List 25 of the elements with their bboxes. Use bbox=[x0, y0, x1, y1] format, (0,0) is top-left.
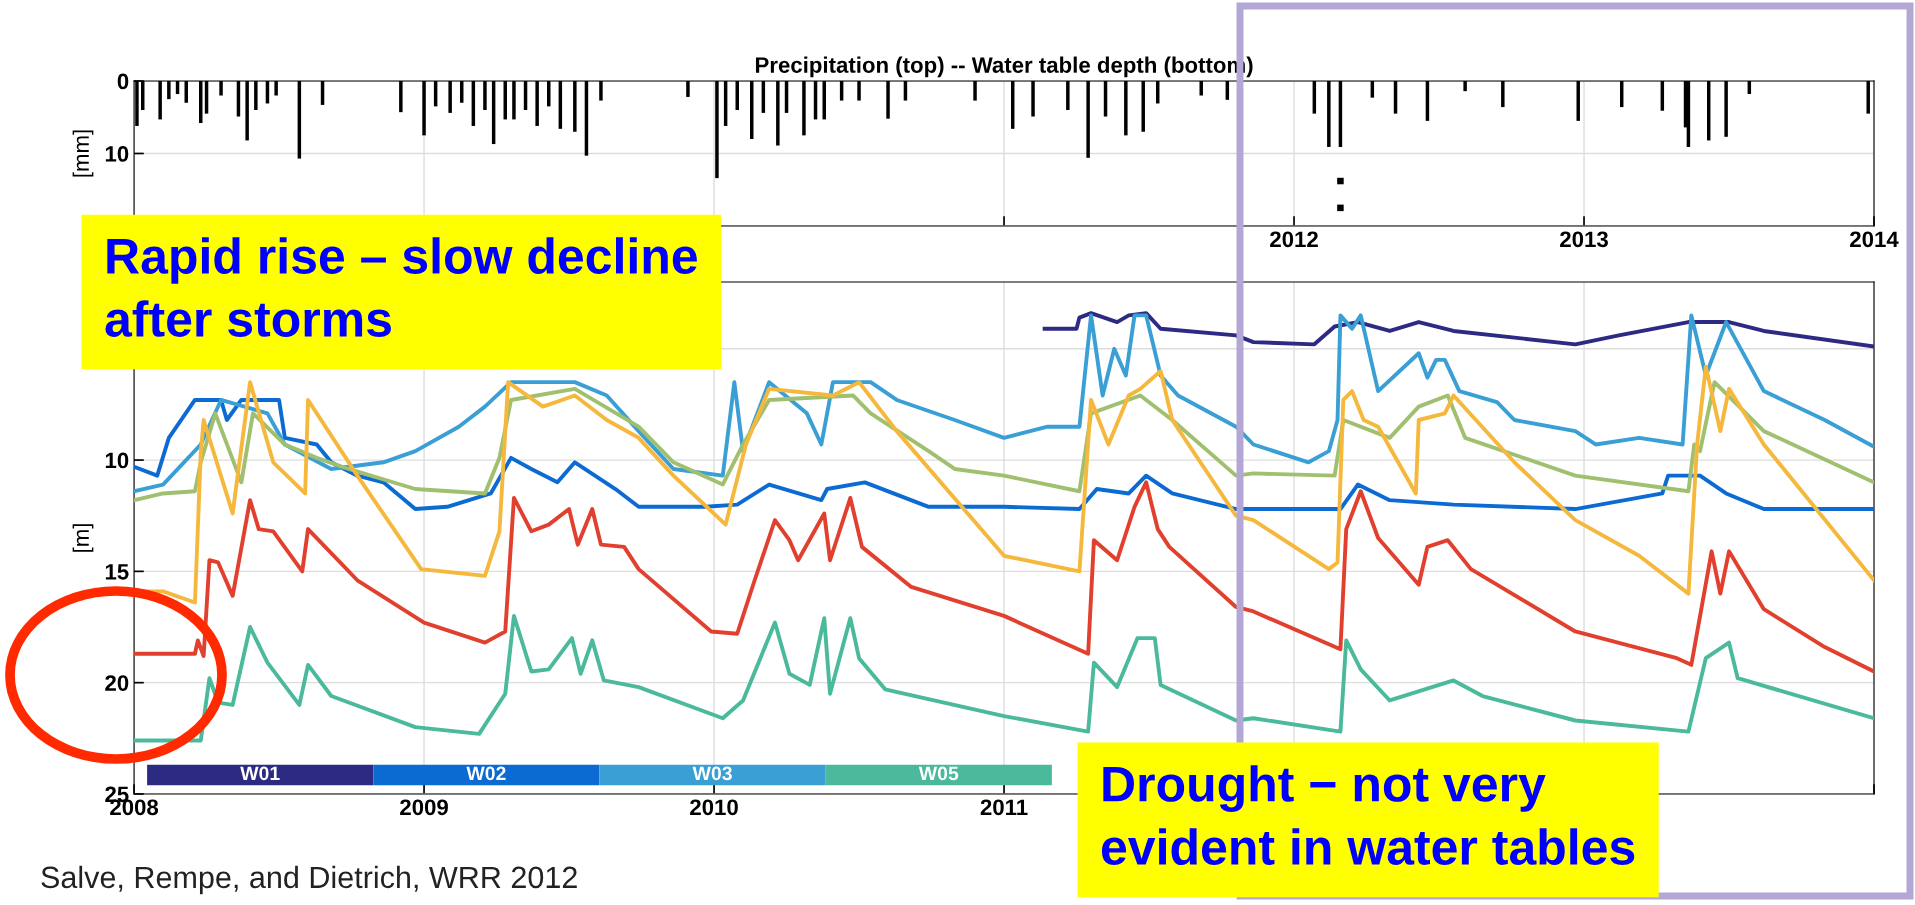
y-axis-title: [mm] bbox=[72, 130, 94, 177]
y-tick-label: 10 bbox=[105, 452, 129, 469]
text: W02 bbox=[466, 766, 506, 781]
x-tick-label: 2013 bbox=[1560, 231, 1608, 248]
y-axis-title: [m] bbox=[72, 524, 94, 552]
annotation: Drought − not very evident in water tables bbox=[1101, 765, 1635, 865]
line-series bbox=[1042, 311, 1875, 349]
x-tick-label: 2010 bbox=[690, 799, 738, 816]
y-tick-label: 20 bbox=[105, 675, 129, 691]
x-tick-label: 2011 bbox=[980, 799, 1028, 816]
line-series bbox=[134, 398, 1875, 511]
annotation: Rapid rise – slow decline after storms bbox=[105, 237, 697, 337]
text: W01 bbox=[240, 766, 280, 781]
line-series bbox=[134, 480, 1875, 674]
y-tick-label: 15 bbox=[105, 564, 129, 580]
line-series bbox=[134, 613, 1875, 743]
x-tick-label: 2014 bbox=[1850, 231, 1899, 248]
text: Salve, Rempe, and Dietrich, WRR 2012 bbox=[41, 865, 577, 895]
text: W05 bbox=[918, 766, 959, 781]
x-tick-label: 2009 bbox=[400, 799, 448, 816]
text: W03 bbox=[692, 766, 732, 781]
y-tick-label: 0 bbox=[117, 73, 129, 90]
x-tick-label: 2012 bbox=[1270, 231, 1318, 248]
y-tick-label: 10 bbox=[105, 146, 129, 162]
chart-title: Precipitation (top) -- Water table depth (bottom) bbox=[755, 56, 1253, 78]
